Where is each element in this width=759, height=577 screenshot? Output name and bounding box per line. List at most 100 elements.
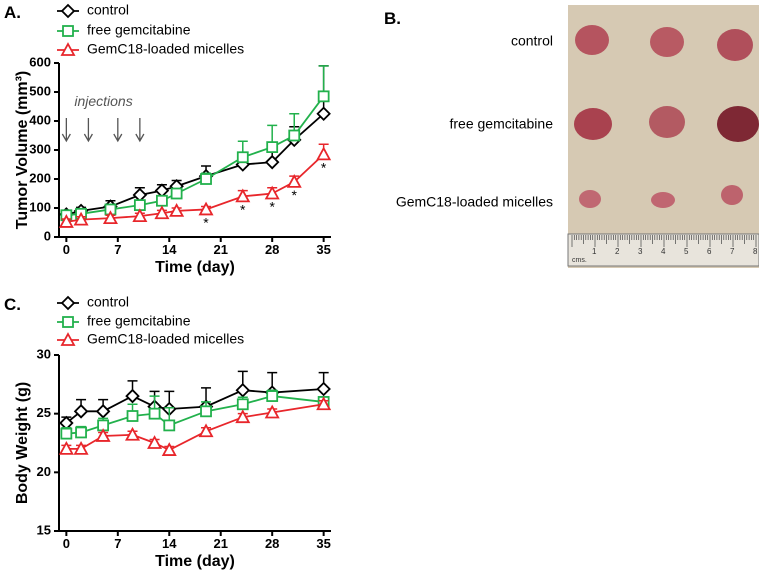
marker: [73, 211, 89, 226]
marker: [154, 183, 170, 198]
significance-mark: *: [321, 159, 327, 175]
marker: [286, 174, 302, 188]
x-tick-label: 28: [265, 536, 279, 551]
tumor: [717, 29, 753, 61]
marker: [266, 141, 279, 154]
marker: [236, 398, 249, 411]
marker: [73, 440, 89, 455]
ruler-label: 3: [638, 247, 643, 256]
marker: [75, 426, 87, 439]
x-tick-label: 35: [316, 242, 330, 257]
legend-label: free gemcitabine: [87, 22, 191, 38]
marker: [73, 404, 89, 419]
marker: [264, 404, 280, 419]
significance-mark: *: [292, 187, 298, 203]
marker: [60, 332, 76, 346]
marker: [60, 42, 76, 56]
marker: [198, 201, 214, 216]
y-tick-label: 600: [29, 54, 51, 69]
marker: [200, 405, 212, 418]
injection-arrow: [61, 118, 71, 143]
ruler-unit: cms.: [572, 257, 587, 264]
y-tick-label: 20: [37, 464, 51, 479]
x-tick-label: 21: [213, 536, 227, 551]
marker: [235, 382, 251, 398]
x-tick-label: 35: [316, 536, 330, 551]
y-tick-label: 0: [44, 228, 51, 243]
x-tick-label: 0: [63, 536, 70, 551]
marker: [154, 205, 170, 220]
marker: [170, 187, 183, 200]
tumor: [575, 25, 609, 55]
y-tick-label: 30: [37, 346, 51, 361]
marker: [148, 407, 161, 420]
legend-label: control: [87, 294, 129, 310]
significance-mark: *: [269, 199, 275, 215]
x-tick-label: 14: [162, 242, 177, 257]
series-line: [66, 113, 325, 216]
y-tick-label: 15: [37, 522, 51, 537]
marker: [163, 419, 176, 432]
marker: [316, 146, 332, 161]
marker: [169, 203, 185, 217]
marker: [62, 25, 74, 37]
x-tick-label: 21: [213, 242, 227, 257]
series-line: [66, 403, 324, 452]
marker: [264, 185, 280, 200]
marker: [235, 188, 251, 203]
marker: [161, 442, 177, 456]
marker: [198, 423, 214, 438]
x-axis-label: Time (day): [155, 553, 235, 570]
x-axis-label: Time (day): [155, 259, 235, 276]
tumor: [579, 190, 601, 208]
marker: [125, 388, 140, 404]
panel-label: B.: [384, 9, 401, 28]
legend-label: GemC18-loaded micelles: [87, 331, 244, 347]
marker: [156, 194, 168, 207]
injection-arrow: [135, 118, 145, 143]
x-tick-label: 7: [114, 536, 121, 551]
marker: [60, 3, 76, 19]
row-label: GemC18-loaded micelles: [396, 194, 553, 210]
marker: [95, 428, 111, 442]
ruler-label: 4: [661, 247, 666, 256]
panel-label: A.: [4, 3, 21, 22]
y-tick-label: 300: [29, 141, 51, 156]
x-tick-label: 0: [63, 242, 70, 257]
y-tick-label: 500: [29, 83, 51, 98]
marker: [200, 173, 212, 185]
panel-label: C.: [4, 295, 21, 314]
marker: [317, 90, 330, 103]
y-axis-label: Body Weight (g): [14, 382, 31, 504]
injection-arrow: [83, 118, 93, 143]
annotation: injections: [74, 93, 132, 109]
marker: [316, 381, 331, 397]
y-tick-label: 200: [29, 170, 51, 185]
marker: [60, 427, 73, 440]
x-tick-label: 7: [114, 242, 121, 257]
significance-mark: *: [240, 201, 246, 217]
ruler-label: 2: [615, 247, 620, 256]
marker: [126, 410, 139, 422]
series-line: [66, 95, 325, 217]
tumor: [649, 106, 685, 138]
significance-mark: *: [203, 214, 209, 230]
marker: [60, 295, 76, 311]
row-label: control: [511, 33, 553, 49]
marker: [288, 129, 301, 142]
series-line: [65, 388, 324, 424]
series-line: [66, 395, 324, 435]
marker: [132, 187, 148, 203]
legend-label: free gemcitabine: [87, 313, 191, 329]
legend-label: GemC18-loaded micelles: [87, 41, 244, 57]
marker: [132, 208, 148, 223]
tumor: [574, 108, 612, 140]
injection-arrow: [113, 118, 123, 143]
marker: [62, 316, 74, 328]
marker: [264, 154, 280, 170]
marker: [235, 409, 251, 424]
row-label: free gemcitabine: [449, 116, 553, 132]
ruler-label: 5: [684, 247, 689, 256]
